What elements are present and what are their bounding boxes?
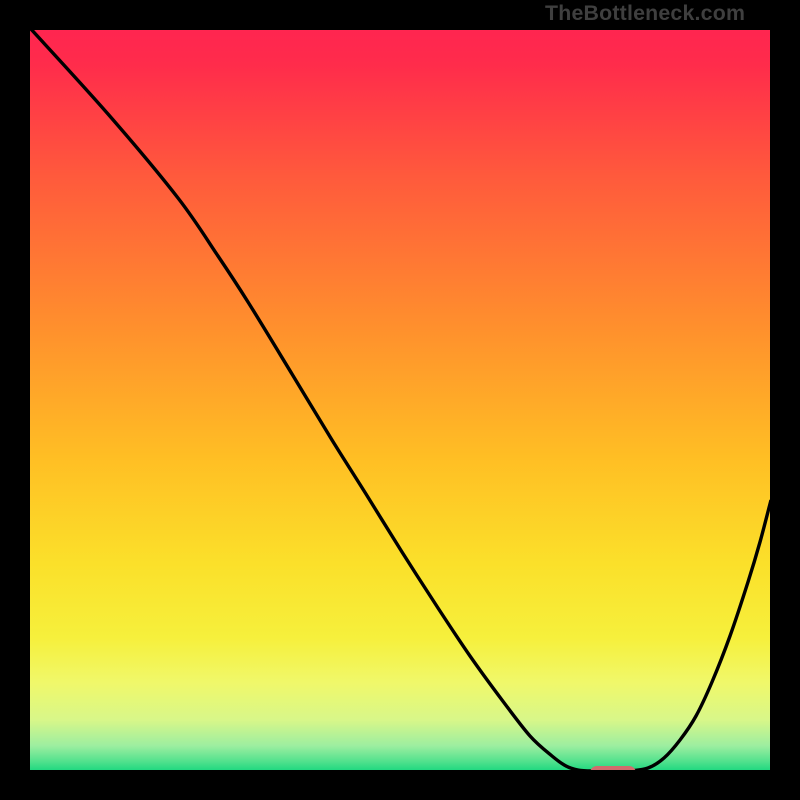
gradient-background bbox=[28, 28, 772, 772]
bottleneck-chart bbox=[0, 0, 800, 800]
watermark-text: TheBottleneck.com bbox=[545, 1, 745, 26]
